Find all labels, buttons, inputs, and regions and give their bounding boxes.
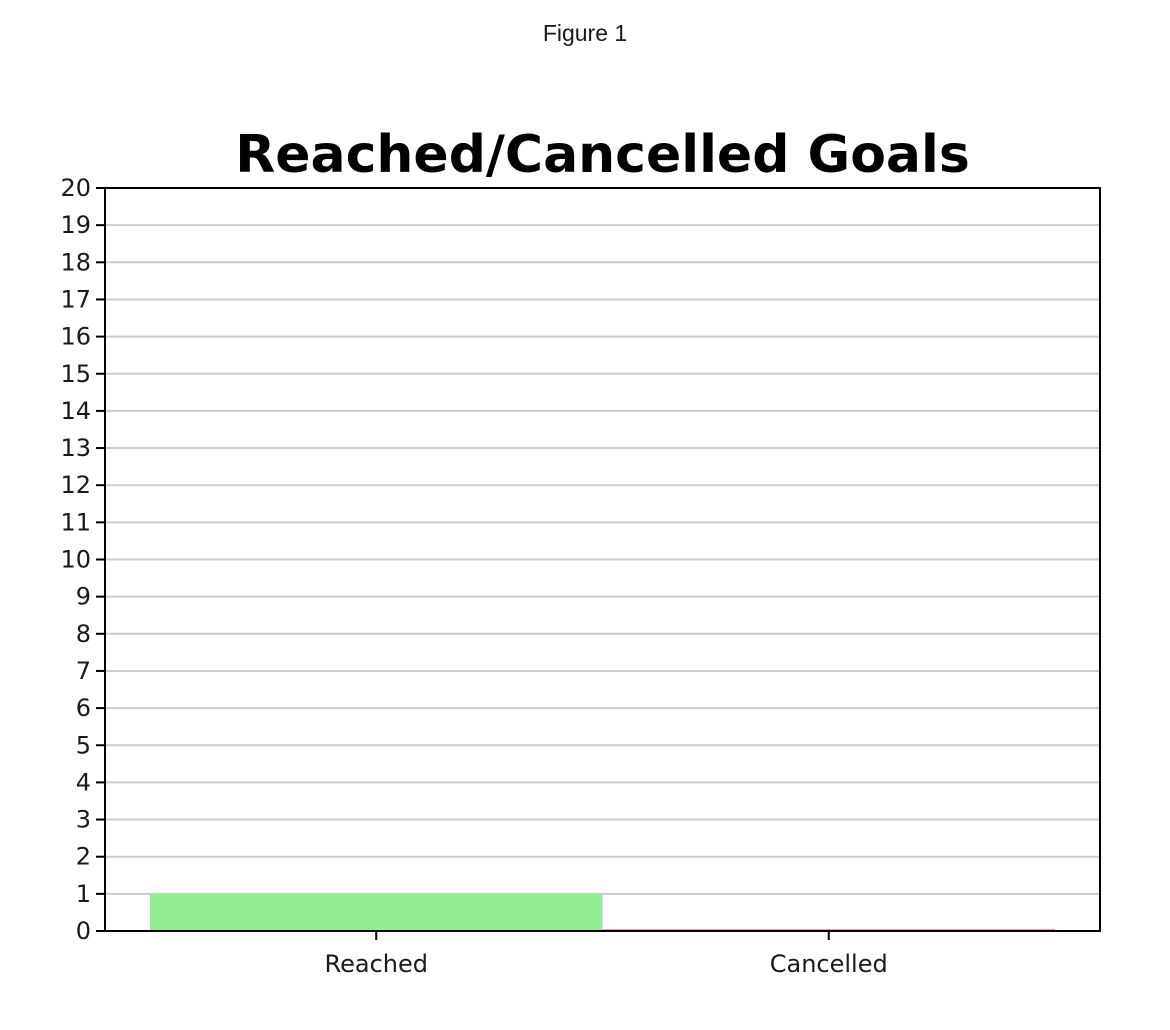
- y-tick-label: 18: [60, 248, 91, 276]
- y-tick-label: 15: [60, 360, 91, 388]
- figure-window-title: Figure 1: [542, 20, 628, 46]
- chart-title: Reached/Cancelled Goals: [235, 125, 970, 185]
- y-tick-label: 17: [60, 285, 91, 313]
- y-tick-label: 14: [60, 397, 91, 425]
- y-tick-label: 5: [76, 731, 91, 759]
- y-tick-label: 6: [76, 694, 91, 722]
- y-tick-label: 8: [76, 620, 91, 648]
- y-tick-label: 9: [76, 583, 91, 611]
- y-tick-label: 16: [60, 323, 91, 351]
- y-tick-label: 3: [76, 806, 91, 834]
- y-tick-label: 10: [60, 546, 91, 574]
- y-tick-label: 2: [76, 843, 91, 871]
- y-tick-label: 0: [76, 917, 91, 945]
- bars: [150, 893, 1055, 931]
- gridlines: [105, 224, 1100, 895]
- x-tick-label-cancelled: Cancelled: [770, 950, 888, 978]
- y-tick-label: 11: [60, 508, 91, 536]
- y-tick-label: 7: [76, 657, 91, 685]
- y-tick-label: 1: [76, 880, 91, 908]
- y-tick-label: 20: [60, 174, 91, 202]
- y-tick-label: 19: [60, 211, 91, 239]
- bar-reached: [150, 893, 603, 931]
- y-tick-label: 12: [60, 471, 91, 499]
- x-axis-ticks: Reached Cancelled: [325, 931, 888, 978]
- y-tick-label: 13: [60, 434, 91, 462]
- x-tick-label-reached: Reached: [325, 950, 428, 978]
- y-tick-label: 4: [76, 768, 91, 796]
